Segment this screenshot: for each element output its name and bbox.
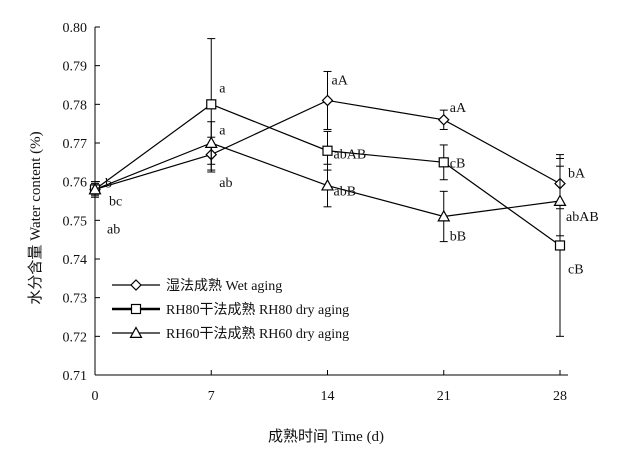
- y-tick-label: 0.71: [63, 369, 88, 384]
- significance-label: b: [105, 176, 112, 191]
- significance-label: aA: [332, 73, 349, 88]
- data-point: [204, 136, 218, 148]
- significance-label: bA: [568, 167, 586, 182]
- legend-marker: [130, 279, 142, 291]
- legend-marker: [129, 326, 143, 338]
- significance-label: ab: [219, 176, 232, 191]
- tick-labels: 0.71 0.72 0.73 0.74 0.75 0.76 0.77 0.78 0.79 0.80…: [63, 21, 568, 404]
- data-point: [438, 157, 449, 168]
- data-point: [554, 240, 566, 251]
- data-point: [88, 182, 102, 195]
- data-point: [322, 145, 333, 156]
- significance-label: bc: [109, 194, 122, 209]
- axes: [94, 26, 568, 376]
- y-tick-label: 0.75: [63, 214, 88, 229]
- plot-area: [88, 38, 567, 337]
- significance-label: aA: [450, 101, 467, 116]
- significance-label: cB: [450, 156, 466, 171]
- y-tick-label: 0.78: [63, 98, 88, 113]
- y-tick-label: 0.80: [63, 21, 88, 36]
- y-tick-label: 0.73: [63, 292, 88, 307]
- data-point: [206, 99, 217, 110]
- data-point: [553, 194, 567, 206]
- significance-label: abB: [334, 185, 357, 200]
- series-triangle: [88, 121, 567, 243]
- x-tick-label: 28: [553, 389, 567, 404]
- legend-label: 湿法成熟 Wet aging: [166, 278, 282, 294]
- data-point: [321, 94, 334, 107]
- legend: 湿法成熟 Wet aging RH80干法成熟 RH80 dry aging RH6…: [112, 278, 349, 342]
- significance-label: a: [219, 124, 226, 139]
- significance-label: ab: [107, 222, 120, 237]
- legend-label: RH60干法成熟 RH60 dry aging: [166, 326, 349, 342]
- y-tick-label: 0.79: [63, 60, 88, 75]
- legend-marker: [130, 303, 142, 315]
- legend-label: RH80干法成熟 RH80 dry aging: [166, 302, 349, 318]
- y-tick-label: 0.74: [63, 253, 88, 268]
- significance-label: abAB: [334, 148, 367, 163]
- x-tick-label: 0: [92, 389, 99, 404]
- legend-item: RH80干法成熟 RH80 dry aging: [112, 302, 349, 318]
- legend-item: RH60干法成熟 RH60 dry aging: [112, 326, 349, 342]
- y-tick-label: 0.72: [63, 330, 88, 345]
- significance-label: bB: [450, 229, 466, 244]
- data-point: [437, 113, 450, 126]
- legend-item: 湿法成熟 Wet aging: [112, 278, 282, 294]
- data-point: [320, 178, 335, 191]
- y-tick-label: 0.77: [63, 137, 88, 152]
- y-axis-title: 水分含量 Water content (%): [27, 131, 44, 304]
- x-tick-label: 14: [321, 389, 335, 404]
- x-tick-label: 21: [437, 389, 451, 404]
- significance-label: abAB: [566, 210, 599, 225]
- significance-label: a: [219, 81, 226, 96]
- significance-labels: b a aA aA bA bc a abAB cB cB ab ab abB bB abAB: [105, 73, 599, 277]
- x-axis-title: 成熟时间 Time (d): [268, 428, 384, 445]
- significance-label: cB: [568, 262, 584, 277]
- data-point: [437, 209, 451, 222]
- y-tick-label: 0.76: [63, 176, 88, 191]
- x-tick-label: 7: [208, 389, 215, 404]
